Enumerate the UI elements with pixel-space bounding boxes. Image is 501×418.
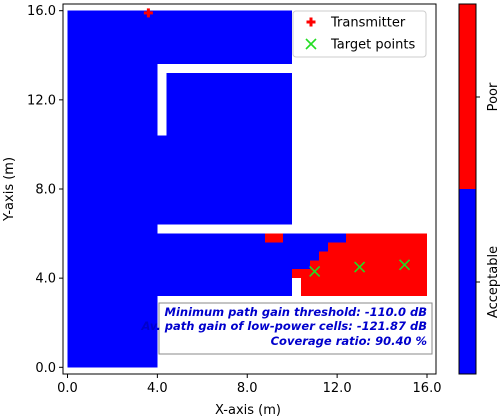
coverage-cell-poor [265,233,284,243]
x-tick-label: 0.0 [57,381,78,396]
point-markers [143,8,411,278]
y-tick-label: 4.0 [35,272,56,287]
coverage-cell-poor [292,269,302,279]
coverage-cell-poor [301,269,428,296]
y-tick-label: 12.0 [27,93,56,108]
legend-label: Transmitter [330,16,406,31]
wall-cell [292,224,436,234]
coverage-cell-poor [310,260,428,270]
legend: Transmitter Target points [292,10,427,58]
colorbar: Acceptable Poor [458,3,501,375]
threshold-annotation: Minimum path gain threshold: -110.0 dB [165,305,428,319]
x-tick-label: 8.0 [237,381,258,396]
colorbar-label-acceptable: Acceptable [486,246,501,318]
colorbar-acceptable-segment [459,189,476,374]
coverage-cell-poor [346,233,428,243]
target-point-marker [309,265,321,278]
y-tick-label: 8.0 [35,183,56,198]
y-axis-ticks: 0.0 4.0 8.0 12.0 16.0 [27,4,63,376]
y-tick-label: 16.0 [27,4,56,19]
coverage-ratio-annotation: Coverage ratio: 90.40 % [271,334,427,348]
colorbar-frame [458,3,477,375]
x-axis-title: X-axis (m) [215,403,281,418]
info-box-frame [158,302,433,355]
x-tick-label: 16.0 [413,381,442,396]
colorbar-label-poor: Poor [486,82,501,111]
coverage-cell-poor [328,242,428,252]
x-axis-ticks: 0.0 4.0 8.0 12.0 16.0 [57,374,441,396]
y-axis-title: Y-axis (m) [2,157,17,222]
legend-transmitter-marker [306,17,316,27]
coverage-cell-acceptable [157,233,293,296]
legend-box [292,10,427,58]
coverage-cell-acceptable [67,233,158,368]
wall-cell [166,64,293,74]
x-tick-label: 4.0 [147,381,168,396]
coverage-cell-poor [319,251,428,261]
target-point-marker [398,259,411,271]
y-tick-label: 0.0 [35,361,56,376]
legend-target-points-marker [305,38,317,50]
legend-label: Target points [330,38,416,53]
colorbar-poor-segment [459,4,476,189]
wall-cell [157,224,293,234]
transmitter-marker [143,8,153,18]
wall-cell [157,64,167,136]
target-point-marker [354,261,366,273]
x-tick-label: 12.0 [323,381,352,396]
average-gain-annotation: Av. path gain of low-power cells: -121.8… [141,319,428,333]
info-box: Minimum path gain threshold: -110.0 dB A… [141,302,433,355]
